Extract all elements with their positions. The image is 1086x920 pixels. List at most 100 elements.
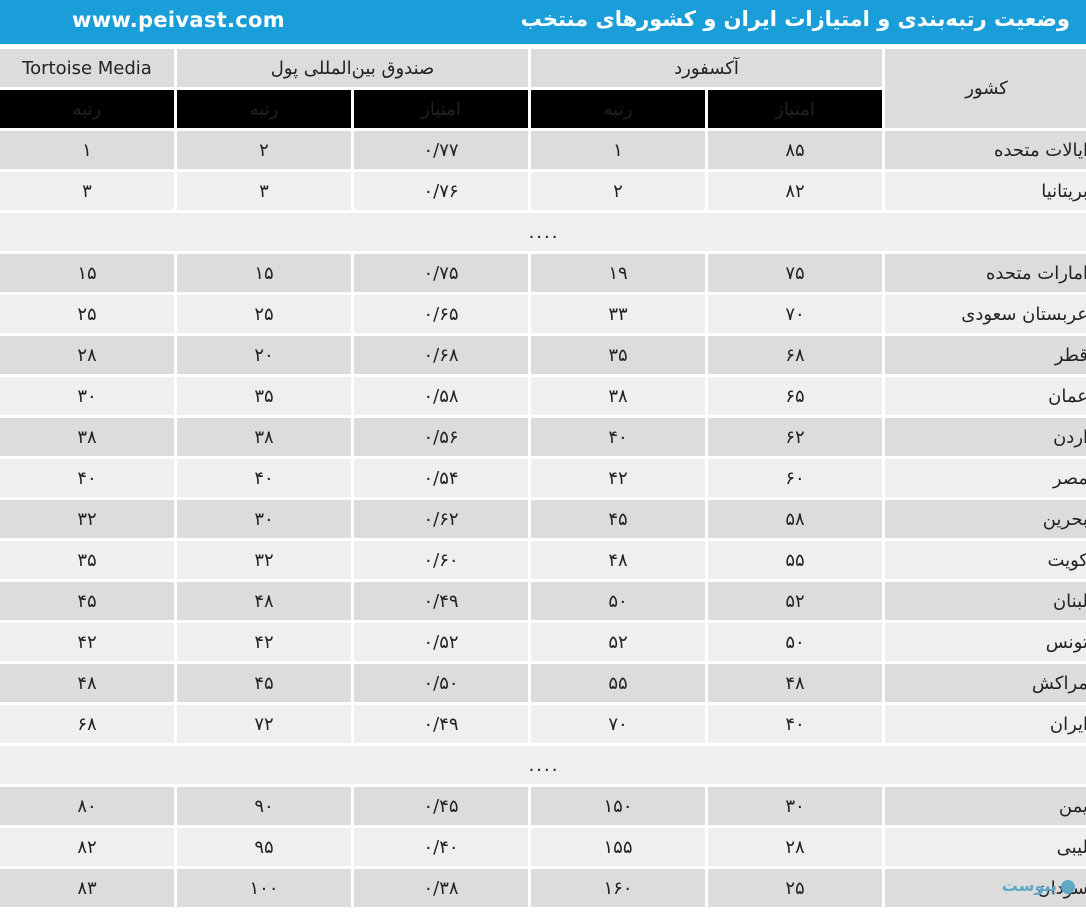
imf-group-header: صندوق بین‌المللی پول [177, 49, 529, 87]
imf-rank-cell: ۴۵ [177, 664, 352, 702]
gap-row: .... [0, 213, 1086, 251]
oxford-score-header: امتیاز [708, 90, 883, 128]
tortoise-rank-header: رتبه [0, 90, 174, 128]
oxford-score-cell: ۸۲ [708, 172, 883, 210]
imf-rank-cell: ۷۲ [177, 705, 352, 743]
imf-score-cell: ۰/۶۵ [354, 295, 529, 333]
table-row: عربستان سعودی ۷۰ ۳۳ ۰/۶۵ ۲۵ ۲۵ [0, 295, 1086, 333]
country-cell: بریتانیا [885, 172, 1086, 210]
imf-rank-cell: ۹۵ [177, 828, 352, 866]
oxford-score-cell: ۲۸ [708, 828, 883, 866]
oxford-rank-cell: ۱۵۵ [531, 828, 706, 866]
imf-rank-cell: ۳۰ [177, 500, 352, 538]
tortoise-rank-cell: ۸۳ [0, 869, 174, 907]
country-cell: اردن [885, 418, 1086, 456]
ranking-table: کشور آکسفورد صندوق بین‌المللی پول Tortoi… [0, 46, 1086, 910]
tortoise-rank-cell: ۶۸ [0, 705, 174, 743]
table-row: قطر ۶۸ ۳۵ ۰/۶۸ ۲۰ ۲۸ [0, 336, 1086, 374]
tortoise-group-header: Tortoise Media [0, 49, 174, 87]
country-column-header: کشور [885, 49, 1086, 128]
table-row: امارات متحده ۷۵ ۱۹ ۰/۷۵ ۱۵ ۱۵ [0, 254, 1086, 292]
country-cell: لیبی [885, 828, 1086, 866]
country-cell: مصر [885, 459, 1086, 497]
table-row: لبنان ۵۲ ۵۰ ۰/۴۹ ۴۸ ۴۵ [0, 582, 1086, 620]
country-cell: امارات متحده [885, 254, 1086, 292]
page-title: وضعیت رتبه‌بندی و امتیازات ایران و کشوره… [520, 7, 1070, 31]
imf-score-cell: ۰/۷۵ [354, 254, 529, 292]
country-cell: عمان [885, 377, 1086, 415]
imf-rank-cell: ۹۰ [177, 787, 352, 825]
imf-score-cell: ۰/۷۷ [354, 131, 529, 169]
table-body: ایالات متحده ۸۵ ۱ ۰/۷۷ ۲ ۱ بریتانیا ۸۲ ۲ ۰/۷۶ ۳ ۳..… [0, 131, 1086, 907]
site-url: www.peivast.com [72, 8, 285, 32]
table-row: مصر ۶۰ ۴۲ ۰/۵۴ ۴۰ ۴۰ [0, 459, 1086, 497]
tortoise-rank-cell: ۳ [0, 172, 174, 210]
tortoise-rank-cell: ۳۵ [0, 541, 174, 579]
oxford-score-cell: ۶۲ [708, 418, 883, 456]
imf-rank-cell: ۲ [177, 131, 352, 169]
imf-rank-cell: ۲۵ [177, 295, 352, 333]
tortoise-rank-cell: ۳۸ [0, 418, 174, 456]
tortoise-rank-cell: ۲۵ [0, 295, 174, 333]
imf-score-cell: ۰/۵۰ [354, 664, 529, 702]
country-cell: مراکش [885, 664, 1086, 702]
table-row: مراکش ۴۸ ۵۵ ۰/۵۰ ۴۵ ۴۸ [0, 664, 1086, 702]
imf-score-cell: ۰/۴۹ [354, 705, 529, 743]
country-cell: تونس [885, 623, 1086, 661]
oxford-score-cell: ۵۵ [708, 541, 883, 579]
imf-score-cell: ۰/۴۹ [354, 582, 529, 620]
table-row: یمن ۳۰ ۱۵۰ ۰/۴۵ ۹۰ ۸۰ [0, 787, 1086, 825]
oxford-rank-cell: ۱۶۰ [531, 869, 706, 907]
oxford-rank-cell: ۳۸ [531, 377, 706, 415]
oxford-rank-cell: ۴۸ [531, 541, 706, 579]
tortoise-rank-cell: ۴۲ [0, 623, 174, 661]
oxford-score-cell: ۳۰ [708, 787, 883, 825]
oxford-score-cell: ۵۸ [708, 500, 883, 538]
logo-icon [1061, 879, 1075, 894]
oxford-score-cell: ۴۰ [708, 705, 883, 743]
oxford-rank-cell: ۱۵۰ [531, 787, 706, 825]
oxford-rank-cell: ۱ [531, 131, 706, 169]
oxford-rank-cell: ۷۰ [531, 705, 706, 743]
country-cell: لبنان [885, 582, 1086, 620]
gap-row: .... [0, 746, 1086, 784]
tortoise-rank-cell: ۲۸ [0, 336, 174, 374]
table-row: عمان ۶۵ ۳۸ ۰/۵۸ ۳۵ ۳۰ [0, 377, 1086, 415]
tortoise-rank-cell: ۱۵ [0, 254, 174, 292]
header-bar: www.peivast.com وضعیت رتبه‌بندی و امتیاز… [0, 0, 1086, 44]
table-row: ایران ۴۰ ۷۰ ۰/۴۹ ۷۲ ۶۸ [0, 705, 1086, 743]
logo-text: پیوست [1001, 876, 1057, 895]
imf-score-cell: ۰/۶۰ [354, 541, 529, 579]
oxford-rank-cell: ۴۲ [531, 459, 706, 497]
country-cell: یمن [885, 787, 1086, 825]
imf-rank-cell: ۱۵ [177, 254, 352, 292]
imf-score-cell: ۰/۴۵ [354, 787, 529, 825]
imf-rank-cell: ۱۰۰ [177, 869, 352, 907]
imf-rank-cell: ۳۲ [177, 541, 352, 579]
tortoise-rank-cell: ۴۵ [0, 582, 174, 620]
imf-score-cell: ۰/۵۶ [354, 418, 529, 456]
imf-score-cell: ۰/۷۶ [354, 172, 529, 210]
country-cell: ایران [885, 705, 1086, 743]
imf-score-cell: ۰/۵۴ [354, 459, 529, 497]
ellipsis: .... [0, 746, 1086, 784]
oxford-rank-cell: ۱۹ [531, 254, 706, 292]
tortoise-rank-cell: ۸۲ [0, 828, 174, 866]
imf-rank-cell: ۲۰ [177, 336, 352, 374]
imf-rank-cell: ۳۸ [177, 418, 352, 456]
country-cell: ایالات متحده [885, 131, 1086, 169]
oxford-score-cell: ۶۸ [708, 336, 883, 374]
country-cell: کویت [885, 541, 1086, 579]
table-row: بریتانیا ۸۲ ۲ ۰/۷۶ ۳ ۳ [0, 172, 1086, 210]
oxford-score-cell: ۶۰ [708, 459, 883, 497]
tortoise-rank-cell: ۳۲ [0, 500, 174, 538]
table-row: اردن ۶۲ ۴۰ ۰/۵۶ ۳۸ ۳۸ [0, 418, 1086, 456]
imf-rank-cell: ۳۵ [177, 377, 352, 415]
oxford-rank-cell: ۵۲ [531, 623, 706, 661]
oxford-score-cell: ۴۸ [708, 664, 883, 702]
tortoise-rank-cell: ۳۰ [0, 377, 174, 415]
imf-rank-header: رتبه [177, 90, 352, 128]
imf-rank-cell: ۴۰ [177, 459, 352, 497]
oxford-rank-cell: ۴۵ [531, 500, 706, 538]
